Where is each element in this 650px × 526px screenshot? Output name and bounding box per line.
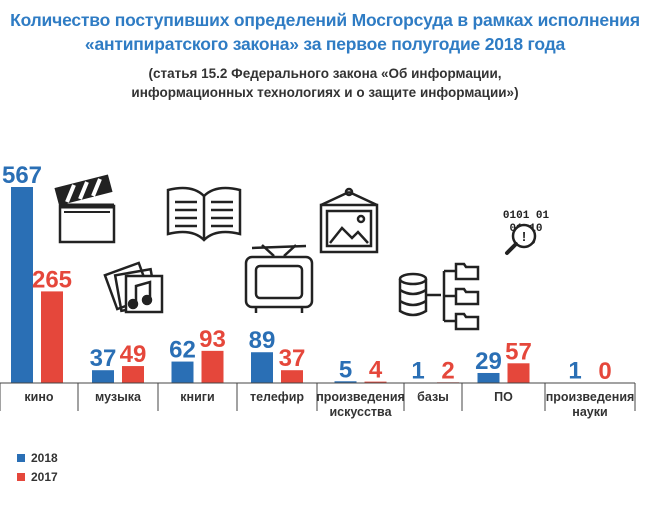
category-label-2: книги xyxy=(180,390,214,404)
open-book-icon xyxy=(166,186,242,242)
bar-2017-4 xyxy=(364,381,387,383)
svg-text:!: ! xyxy=(522,229,526,244)
category-label-3: телефир xyxy=(250,390,304,404)
category-label-7: произведения xyxy=(546,390,635,404)
category-label-0: кино xyxy=(24,390,53,404)
bar-2017-3 xyxy=(281,370,303,383)
value-label-2017-4: 4 xyxy=(369,357,383,384)
bars-layer xyxy=(11,187,586,383)
legend-item-2018: 2018 xyxy=(17,450,58,466)
tv-icon xyxy=(244,244,314,313)
database-icon xyxy=(398,262,480,331)
legend-swatch-2018 xyxy=(17,454,25,462)
bar-2017-2 xyxy=(201,350,224,383)
legend-label-2018: 2018 xyxy=(31,451,58,465)
subtitle-line-1: (статья 15.2 Федерального закона «Об инф… xyxy=(148,66,502,81)
bar-2017-1 xyxy=(122,366,144,383)
bar-2017-0 xyxy=(41,291,63,383)
category-labels-layer: кино музыка книги телефир произведенияискусс… xyxy=(24,390,634,419)
category-label-1: музыка xyxy=(95,390,142,404)
value-label-2018-6: 29 xyxy=(475,348,502,375)
category-label-6: ПО xyxy=(494,390,513,404)
value-label-2017-7: 0 xyxy=(598,358,611,385)
value-label-2017-0: 265 xyxy=(32,266,72,293)
svg-text:0101 01: 0101 01 xyxy=(503,210,550,222)
value-label-2017-1: 49 xyxy=(120,341,147,368)
category-label-5: базы xyxy=(417,390,449,404)
category-label-4: искусства xyxy=(329,405,392,419)
value-label-2018-7: 1 xyxy=(568,358,581,385)
title-line-1: Количество поступивших определений Мосго… xyxy=(10,10,640,30)
chart-subtitle: (статья 15.2 Федерального закона «Об инф… xyxy=(0,64,650,102)
framed-picture-icon xyxy=(319,187,379,254)
value-label-2018-1: 37 xyxy=(90,345,117,372)
bar-2018-0 xyxy=(11,187,33,383)
value-label-2017-5: 2 xyxy=(441,357,454,384)
value-label-2018-5: 1 xyxy=(411,358,424,385)
binary-search-icon: 0101 01 01 10 1 0 ! xyxy=(503,210,550,255)
bar-2018-3 xyxy=(251,352,273,383)
value-label-2018-4: 5 xyxy=(339,356,352,383)
value-label-2018-0: 567 xyxy=(2,162,42,189)
value-label-2018-2: 62 xyxy=(169,337,196,364)
subtitle-line-2: информационных технологиях и о защите ин… xyxy=(131,85,519,100)
category-label-7: науки xyxy=(572,405,607,419)
clapperboard-icon xyxy=(54,174,116,244)
value-label-2017-2: 93 xyxy=(199,326,226,353)
bar-2017-6 xyxy=(507,363,530,383)
x-axis xyxy=(0,382,636,411)
value-label-2017-6: 57 xyxy=(505,338,532,365)
bar-2018-2 xyxy=(171,361,194,383)
bar-2018-4 xyxy=(334,381,357,383)
value-label-2017-3: 37 xyxy=(279,345,306,372)
bar-2018-6 xyxy=(477,372,500,383)
value-label-2018-3: 89 xyxy=(249,327,276,354)
legend-swatch-2017 xyxy=(17,473,25,481)
chart-title: Количество поступивших определений Мосго… xyxy=(0,8,650,56)
bar-2018-1 xyxy=(92,370,114,383)
title-line-2: «антипиратского закона» за первое полуго… xyxy=(84,34,566,54)
legend-item-2017: 2017 xyxy=(17,469,58,485)
legend-label-2017: 2017 xyxy=(31,470,58,484)
category-label-4: произведения xyxy=(316,390,405,404)
vinyl-record-icon xyxy=(103,261,164,314)
category-icons: 0101 01 01 10 1 0 ! xyxy=(54,174,550,331)
